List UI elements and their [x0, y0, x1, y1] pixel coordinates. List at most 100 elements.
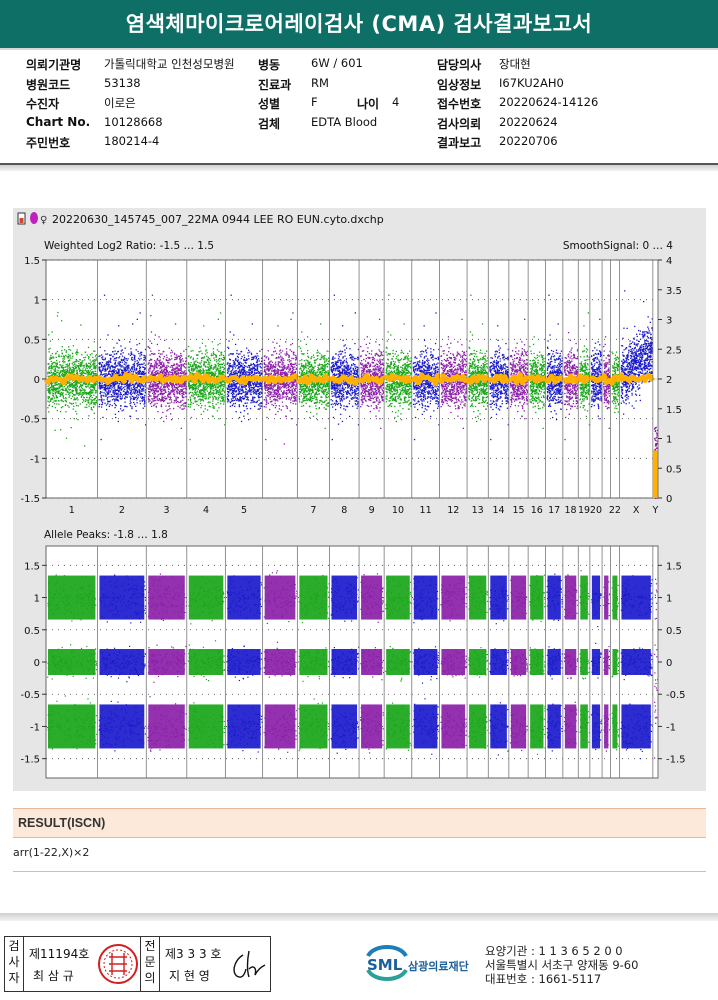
- log2-point: [87, 392, 90, 394]
- log2-point: [206, 387, 209, 389]
- log2-point: [104, 402, 106, 404]
- log2-point: [48, 391, 50, 393]
- log2-point: [144, 356, 147, 358]
- log2-point: [59, 372, 61, 375]
- log2-point: [50, 357, 52, 359]
- log2-point: [175, 370, 177, 372]
- log2-point: [238, 416, 241, 419]
- log2-point: [163, 400, 165, 403]
- log2-point: [208, 405, 210, 407]
- log2-point: [92, 373, 94, 375]
- log2-point: [156, 367, 158, 369]
- log2-point: [80, 382, 82, 384]
- log2-point: [250, 368, 252, 370]
- log2-point: [55, 370, 57, 373]
- log2-point: [107, 366, 109, 368]
- log2-point: [130, 387, 132, 389]
- value-ward: 6W / 601: [311, 56, 363, 70]
- log2-point: [80, 364, 83, 366]
- log2-point: [179, 393, 181, 395]
- log2-point: [180, 390, 182, 393]
- log2-point: [222, 388, 224, 390]
- log2-point: [154, 387, 156, 390]
- log2-point: [233, 384, 236, 386]
- log2-point: [215, 359, 218, 361]
- log2-point: [139, 385, 141, 388]
- log2-point: [169, 398, 171, 400]
- log2-point: [224, 383, 226, 385]
- log2-point: [208, 366, 210, 368]
- log2-point: [69, 349, 72, 351]
- log2-point: [211, 367, 213, 369]
- log2-point: [130, 398, 132, 400]
- log2-point: [148, 362, 150, 364]
- log2-point: [110, 385, 113, 387]
- log2-point: [103, 386, 105, 389]
- log2-point: [87, 365, 89, 367]
- log2-point: [107, 361, 109, 363]
- log2-point: [217, 390, 219, 392]
- log2-point: [151, 401, 153, 403]
- log2-point: [68, 396, 70, 398]
- log2-point: [52, 372, 54, 374]
- log2-point: [195, 387, 197, 389]
- log2-point: [114, 390, 117, 392]
- log2-point: [205, 393, 207, 395]
- log2-point: [91, 386, 94, 388]
- log2-point: [195, 360, 197, 362]
- log2-point: [252, 399, 254, 402]
- log2-point: [167, 388, 169, 390]
- log2-point: [173, 393, 175, 396]
- log2-point: [80, 363, 82, 365]
- log2-point: [106, 408, 108, 411]
- log2-point: [282, 405, 284, 407]
- log2-point: [239, 375, 241, 377]
- log2-point: [53, 373, 56, 375]
- log2-point: [155, 399, 157, 402]
- log2-point: [48, 396, 51, 399]
- log2-point: [173, 385, 176, 388]
- log2-point: [121, 386, 123, 388]
- log2-point: [170, 390, 172, 392]
- log2-point: [48, 372, 50, 374]
- log2-point: [234, 387, 236, 389]
- label-age: 나이: [357, 97, 380, 111]
- log2-point: [232, 372, 234, 374]
- log2-point: [139, 355, 141, 357]
- log2-point: [248, 349, 250, 351]
- log2-point: [173, 395, 176, 397]
- log2-point: [222, 366, 224, 368]
- log2-point: [55, 383, 58, 385]
- log2-point: [111, 399, 114, 401]
- log2-point: [170, 399, 172, 401]
- log2-point: [179, 407, 181, 409]
- log2-point: [99, 386, 101, 388]
- log2-point: [89, 354, 91, 356]
- log2-point: [221, 359, 223, 361]
- log2-point: [75, 359, 77, 361]
- log2-point: [81, 360, 83, 362]
- log2-point: [180, 389, 183, 391]
- log2-point: [154, 383, 156, 386]
- log2-point: [61, 349, 63, 352]
- log2-point: [62, 406, 64, 408]
- log2-point: [130, 390, 132, 392]
- log2-point: [131, 366, 133, 369]
- log2-point: [151, 365, 153, 368]
- log2-point: [82, 393, 85, 395]
- log2-point: [135, 384, 137, 386]
- log2-point: [222, 380, 224, 382]
- report-title-bar: 염색체마이크로어레이검사 (CMA) 검사결과보고서: [0, 0, 718, 50]
- log2-point: [261, 396, 263, 398]
- log2-point: [180, 359, 182, 361]
- log2-point: [176, 372, 178, 375]
- log2-point: [116, 396, 118, 398]
- log2-point: [196, 387, 198, 390]
- log2-point: [208, 372, 210, 374]
- log2-point: [119, 356, 121, 358]
- log2-point: [65, 389, 67, 391]
- log2-point: [134, 383, 136, 385]
- log2-point: [241, 368, 243, 370]
- log2-point: [49, 389, 51, 392]
- log2-point: [248, 383, 250, 385]
